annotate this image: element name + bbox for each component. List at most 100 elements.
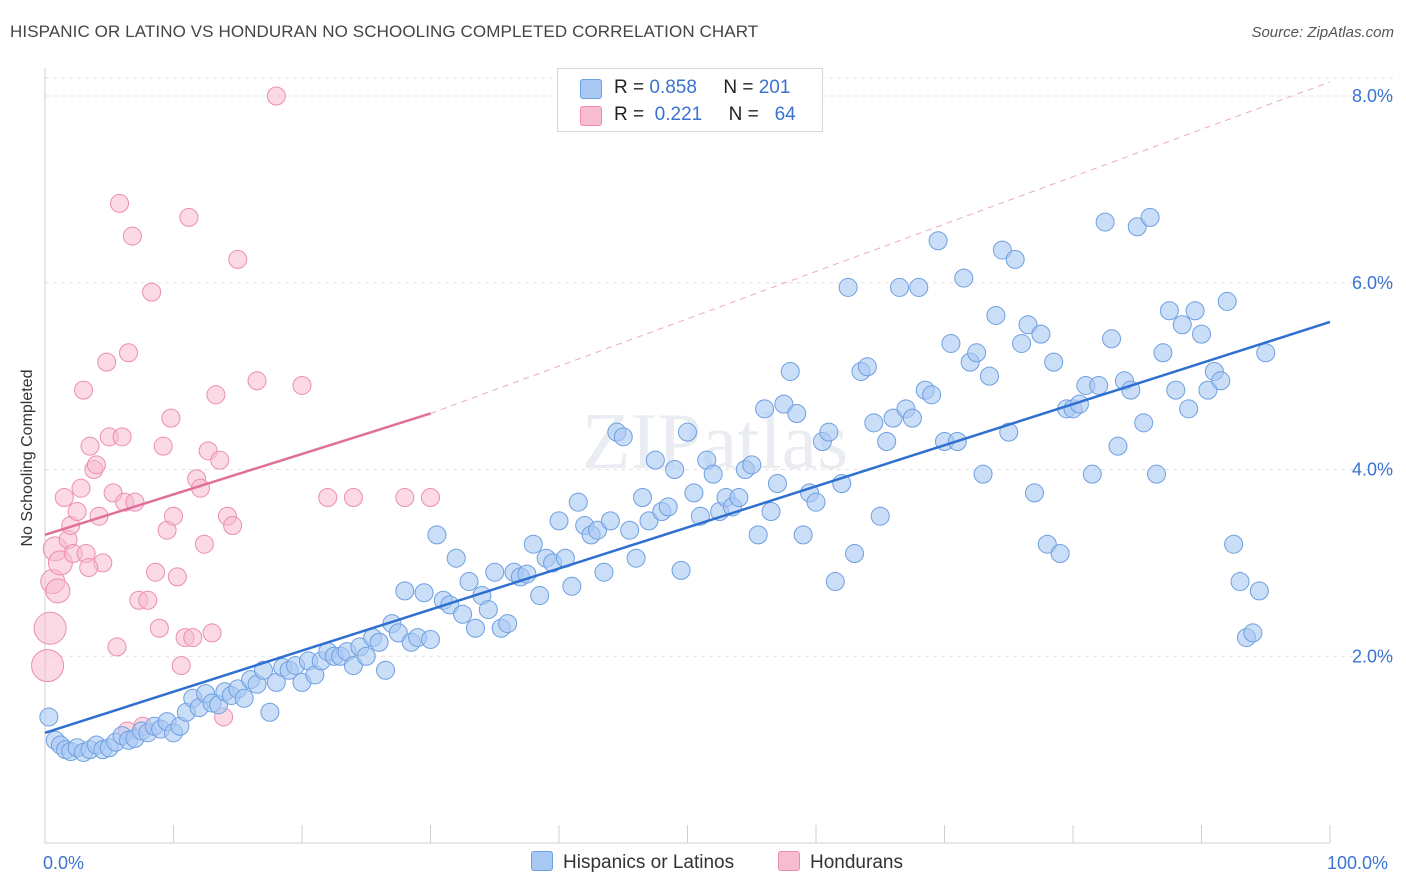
honduran-point bbox=[110, 193, 130, 213]
hispanic-point bbox=[671, 560, 691, 580]
hispanic-point bbox=[1082, 464, 1102, 484]
hispanic-point bbox=[909, 277, 929, 297]
honduran-trend-extension bbox=[430, 81, 1331, 414]
honduran-point bbox=[183, 628, 203, 648]
honduran-point bbox=[202, 623, 222, 643]
hispanic-point bbox=[440, 595, 460, 615]
hispanic-point bbox=[678, 422, 697, 442]
hispanic-point bbox=[1217, 291, 1237, 311]
honduran-point bbox=[33, 611, 67, 645]
hispanic-point bbox=[453, 604, 473, 624]
hispanic-point bbox=[890, 277, 910, 297]
hispanic-point bbox=[787, 403, 807, 423]
hispanic-point bbox=[388, 623, 408, 643]
honduran-point bbox=[343, 488, 363, 508]
hispanic-point bbox=[748, 525, 768, 545]
y-tick-label: 8.0% bbox=[1352, 86, 1393, 106]
hispanic-point bbox=[1230, 572, 1250, 592]
x-axis-min-label: 0.0% bbox=[43, 853, 85, 873]
hispanic-point bbox=[1134, 413, 1154, 433]
honduran-point bbox=[80, 436, 100, 456]
hispanic-point bbox=[967, 343, 987, 363]
hispanic-point bbox=[639, 511, 659, 531]
hispanic-point bbox=[376, 660, 396, 680]
hispanic-point bbox=[780, 361, 800, 381]
hispanic-point bbox=[941, 333, 961, 353]
hispanic-trend-line bbox=[44, 320, 1331, 735]
honduran-point bbox=[67, 502, 87, 522]
honduran-point bbox=[210, 450, 230, 470]
honduran-point bbox=[194, 534, 214, 554]
hispanic-point bbox=[838, 277, 858, 297]
hispanic-point bbox=[1249, 581, 1269, 601]
hispanic-point bbox=[825, 572, 845, 592]
bottom-legend-label: Hispanics or Latinos bbox=[563, 852, 735, 873]
honduran-point bbox=[86, 455, 106, 475]
hispanic-point bbox=[343, 656, 363, 676]
bottom-legend-hispanics: Hispanics or Latinos bbox=[531, 851, 734, 874]
hispanic-point bbox=[845, 544, 865, 564]
honduran-trend-line bbox=[44, 412, 431, 537]
hispanic-point bbox=[626, 548, 646, 568]
bottom-legend-swatch-pink bbox=[778, 851, 800, 871]
hispanic-point bbox=[234, 688, 254, 708]
hispanic-point bbox=[356, 646, 376, 666]
hispanic-point bbox=[806, 492, 826, 512]
legend-r-value: 0.221 bbox=[654, 104, 703, 125]
hispanic-point bbox=[928, 231, 948, 251]
y-tick-labels: 2.0% 4.0% 6.0% 8.0% bbox=[1352, 86, 1393, 666]
hispanic-point bbox=[421, 629, 440, 649]
legend-n-value: 64 bbox=[774, 104, 796, 125]
hispanic-point bbox=[1153, 343, 1173, 363]
legend-n-value: 201 bbox=[758, 77, 791, 98]
hispanic-point bbox=[1089, 375, 1109, 395]
hispanic-point bbox=[1102, 329, 1122, 349]
hispanic-point bbox=[973, 464, 993, 484]
hispanic-point bbox=[1140, 207, 1160, 227]
hispanic-point bbox=[39, 707, 59, 727]
hispanic-point bbox=[1147, 464, 1167, 484]
hispanic-point bbox=[465, 618, 485, 638]
hispanic-point bbox=[1108, 436, 1128, 456]
bottom-legend-swatch-blue bbox=[531, 851, 553, 871]
y-tick-label: 4.0% bbox=[1352, 460, 1393, 480]
hispanic-point bbox=[999, 422, 1019, 442]
hispanic-point bbox=[1095, 212, 1115, 232]
hispanic-point bbox=[1185, 301, 1205, 321]
honduran-point bbox=[395, 488, 415, 508]
legend-swatch-blue bbox=[580, 79, 602, 99]
hispanic-point bbox=[568, 492, 588, 512]
honduran-point bbox=[149, 618, 169, 638]
bottom-legend-hondurans: Hondurans bbox=[778, 851, 903, 874]
honduran-point bbox=[119, 343, 139, 363]
honduran-point bbox=[179, 207, 199, 227]
hispanic-point bbox=[979, 366, 999, 386]
hispanic-point bbox=[459, 572, 479, 592]
hispanic-point bbox=[1121, 380, 1141, 400]
hispanic-point bbox=[1024, 483, 1044, 503]
bottom-legend-label: Hondurans bbox=[810, 852, 903, 873]
honduran-point bbox=[167, 567, 187, 587]
hispanic-point bbox=[549, 511, 569, 531]
trend-lines bbox=[44, 81, 1331, 735]
hispanic-point bbox=[954, 268, 974, 288]
hispanic-point bbox=[883, 408, 903, 428]
hispanic-point bbox=[1127, 217, 1147, 237]
hispanic-point bbox=[645, 450, 665, 470]
legend-n-label: N = bbox=[728, 104, 759, 125]
hispanic-point bbox=[1211, 371, 1231, 391]
honduran-point bbox=[318, 488, 338, 508]
honduran-point bbox=[142, 282, 162, 302]
honduran-point bbox=[97, 352, 117, 372]
hispanic-point bbox=[703, 464, 723, 484]
hispanic-point bbox=[1179, 399, 1199, 419]
hispanic-point bbox=[613, 427, 633, 447]
hispanic-point bbox=[1018, 315, 1038, 335]
hispanic-point bbox=[774, 394, 794, 414]
honduran-point bbox=[206, 385, 226, 405]
hispanic-point bbox=[446, 548, 466, 568]
hispanic-point bbox=[1037, 534, 1057, 554]
legend-swatch-pink bbox=[580, 106, 602, 126]
honduran-point bbox=[138, 590, 158, 610]
hispanic-point bbox=[857, 357, 877, 377]
